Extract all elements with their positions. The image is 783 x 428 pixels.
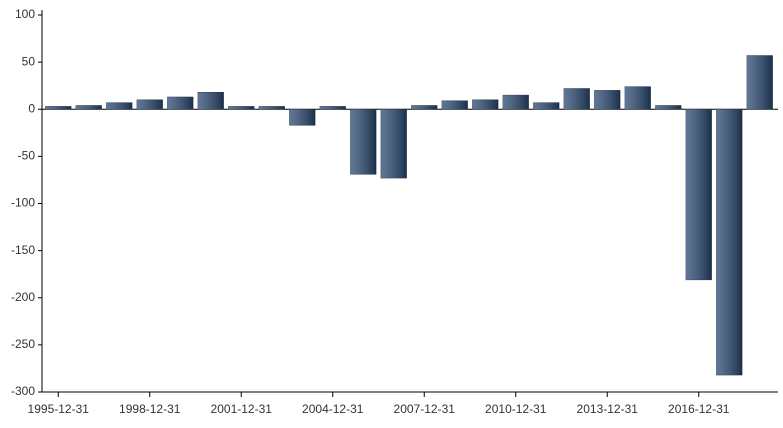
x-tick-label: 2016-12-31 <box>668 402 730 416</box>
y-tick-label: -150 <box>11 243 35 257</box>
bar <box>289 109 316 126</box>
bar <box>685 109 712 281</box>
bar <box>136 99 163 110</box>
x-tick-label: 2004-12-31 <box>302 402 364 416</box>
y-tick-label: 100 <box>15 7 35 21</box>
bar <box>441 100 468 110</box>
y-tick-label: 50 <box>22 54 36 68</box>
bar <box>533 102 560 110</box>
bar <box>258 106 285 110</box>
y-tick-label: -250 <box>11 337 35 351</box>
bar <box>106 102 133 110</box>
y-tick-label: -200 <box>11 290 35 304</box>
bar <box>380 109 407 179</box>
bar <box>45 106 72 110</box>
x-tick-label: 2007-12-31 <box>394 402 456 416</box>
y-tick-label: -50 <box>18 149 36 163</box>
bar <box>228 106 255 110</box>
bar <box>319 106 346 110</box>
bar <box>624 86 651 110</box>
bar <box>746 55 773 110</box>
x-tick-label: 1998-12-31 <box>119 402 181 416</box>
bar <box>75 105 102 110</box>
x-tick-label: 2013-12-31 <box>577 402 639 416</box>
x-tick-label: 1995-12-31 <box>28 402 90 416</box>
bar <box>563 88 590 110</box>
y-tick-label: -100 <box>11 196 35 210</box>
bar <box>594 90 621 110</box>
y-tick-label: 0 <box>28 101 35 115</box>
bar <box>655 105 682 110</box>
bar <box>197 92 224 110</box>
x-tick-label: 2010-12-31 <box>485 402 547 416</box>
y-tick-label: -300 <box>11 384 35 398</box>
bar <box>472 99 499 110</box>
bar <box>411 105 438 110</box>
bar <box>716 109 743 376</box>
x-tick-label: 2001-12-31 <box>211 402 273 416</box>
bar <box>167 96 194 110</box>
bar <box>350 109 377 175</box>
bar <box>502 94 529 110</box>
